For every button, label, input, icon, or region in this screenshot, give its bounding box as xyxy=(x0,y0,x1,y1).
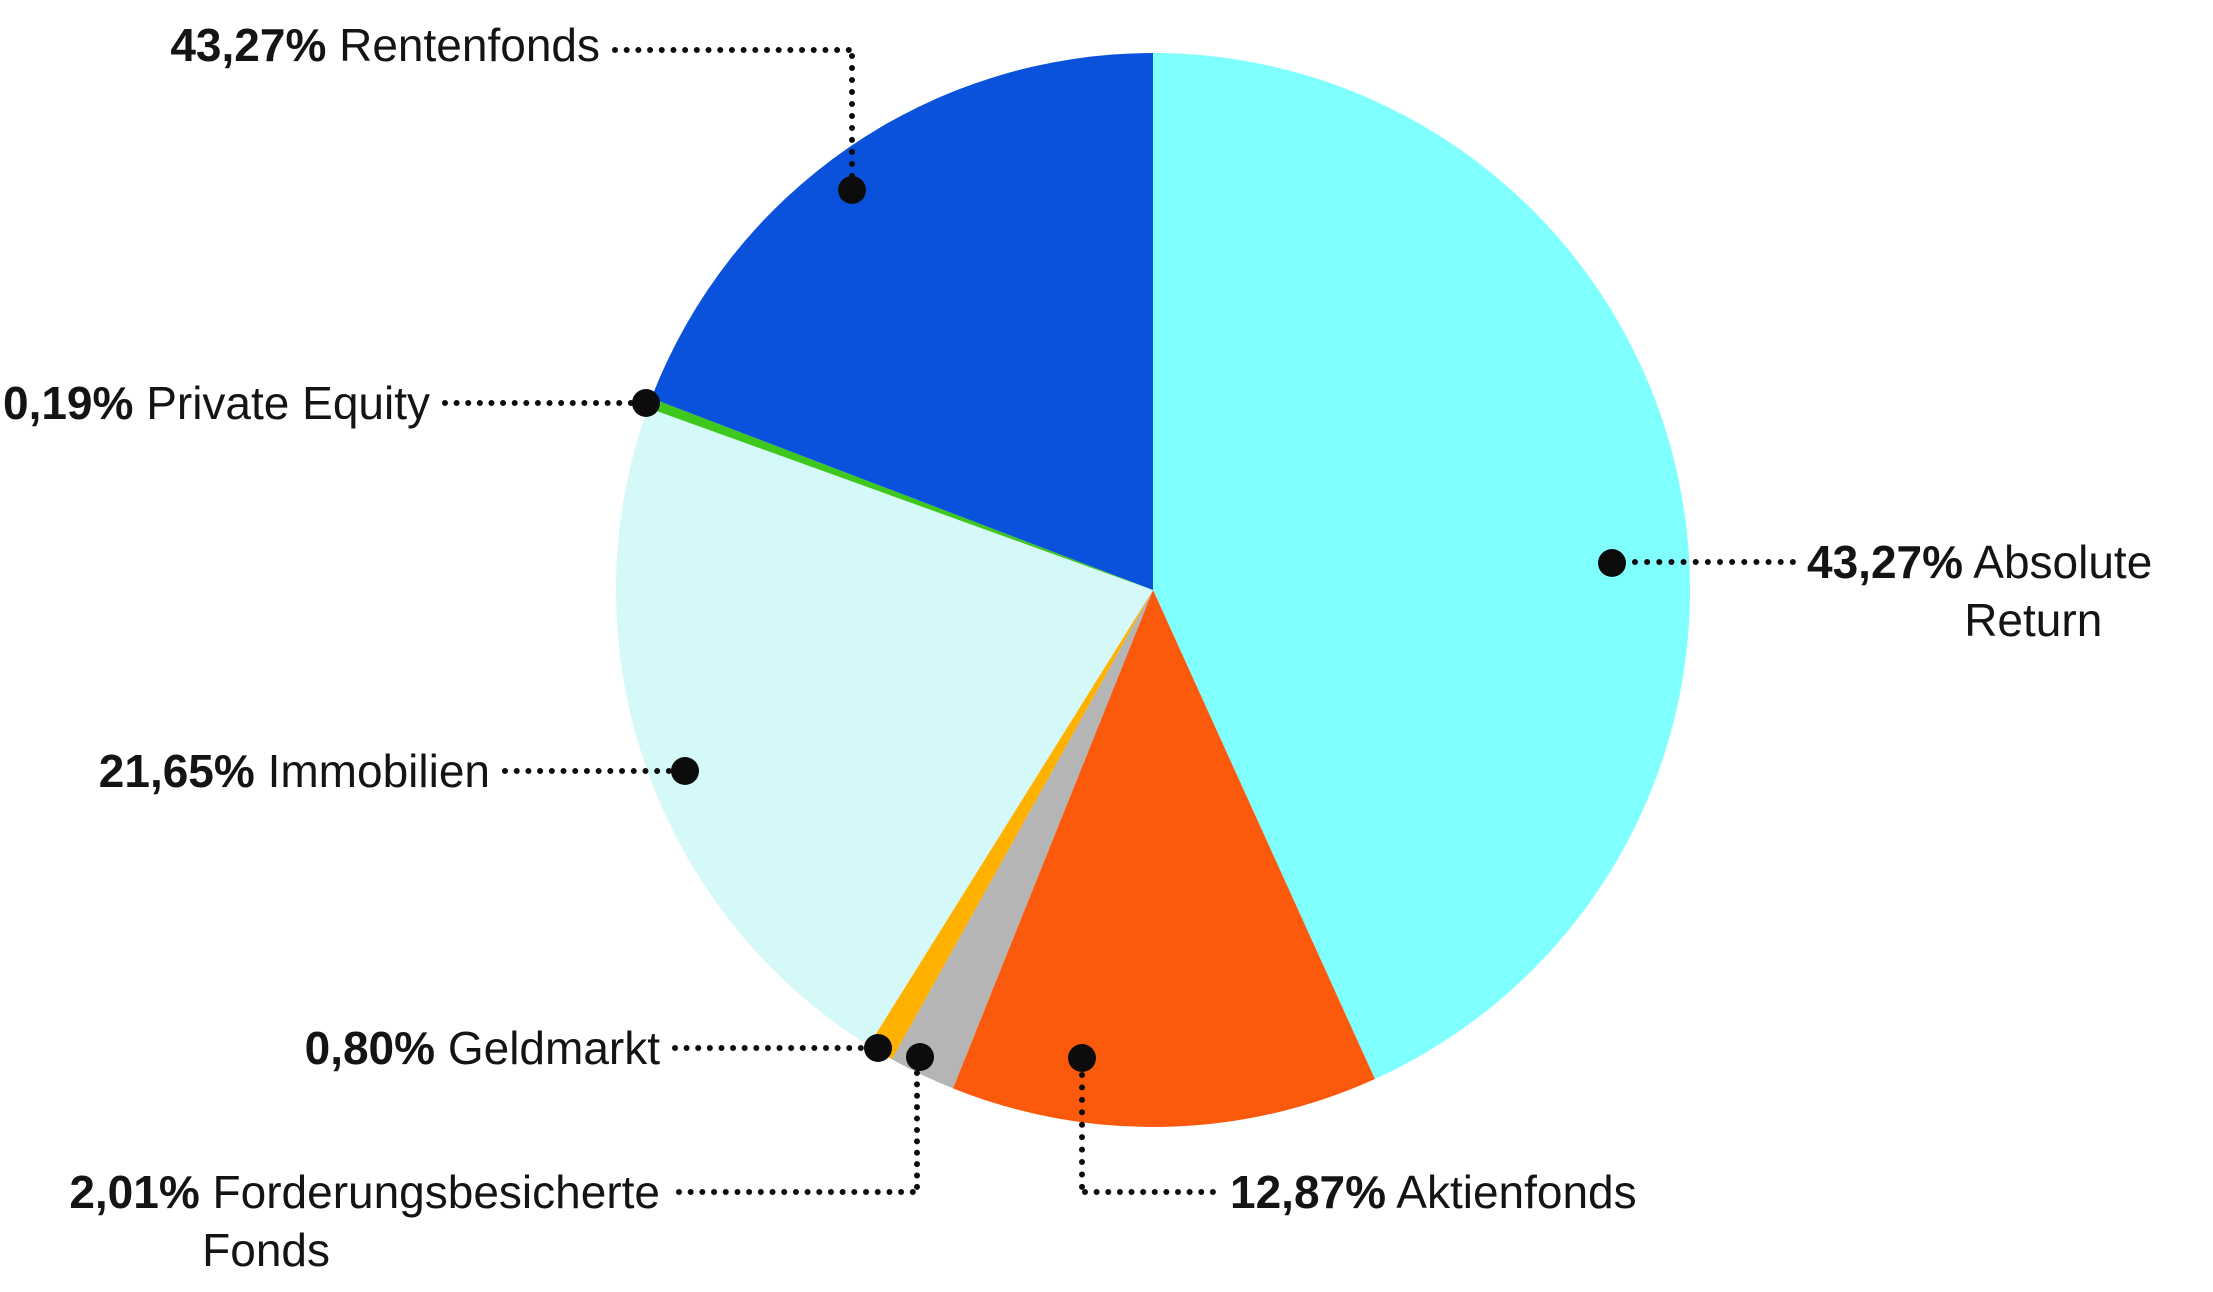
leader-geldmarkt-h xyxy=(672,1045,864,1051)
leader-forderungsbesicherte-h xyxy=(676,1189,916,1195)
label-immobilien-name: Immobilien xyxy=(267,745,490,797)
marker-dot-immobilien xyxy=(671,757,699,785)
marker-dot-geldmarkt xyxy=(864,1034,892,1062)
leader-rentenfonds-h xyxy=(612,47,852,53)
label-aktienfonds-name: Aktienfonds xyxy=(1396,1166,1637,1218)
pie-slice-immobilien xyxy=(616,407,1153,1046)
label-absolute-return: 43,27% Absolute Return xyxy=(1807,533,2152,649)
leader-forderungsbesicherte-v xyxy=(914,1070,920,1190)
label-immobilien: 21,65% Immobilien xyxy=(99,742,490,800)
marker-dot-rentenfonds xyxy=(838,176,866,204)
label-forderungsbesicherte-name: Forderungsbesicherte xyxy=(212,1166,660,1218)
label-forderungsbesicherte-line1: 2,01% Forderungsbesicherte xyxy=(69,1163,660,1221)
label-rentenfonds: 43,27% Rentenfonds xyxy=(170,16,600,74)
label-absolute-return-line2: Return xyxy=(1964,594,2103,646)
label-absolute-return-name: Absolute xyxy=(1973,536,2153,588)
leader-rentenfonds-v xyxy=(849,53,855,179)
pie-slice-private-equity xyxy=(647,398,1153,590)
label-aktienfonds-pct: 12,87% xyxy=(1230,1166,1387,1218)
label-absolute-return-line1: 43,27% Absolute xyxy=(1807,533,2152,591)
leader-aktienfonds-v xyxy=(1079,1072,1085,1190)
pie-slice-absolute-return xyxy=(1153,53,1691,1080)
pie-slice-aktienfonds xyxy=(952,590,1375,1128)
label-geldmarkt-pct: 0,80% xyxy=(304,1022,436,1074)
label-geldmarkt-name: Geldmarkt xyxy=(447,1022,660,1074)
leader-aktienfonds-h xyxy=(1082,1189,1216,1195)
pie-slice-forderungsbesicherte-fonds xyxy=(891,590,1153,1089)
label-rentenfonds-pct: 43,27% xyxy=(170,19,327,71)
marker-dot-private-equity xyxy=(632,389,660,417)
label-absolute-return-pct: 43,27% xyxy=(1807,536,1964,588)
marker-dot-aktienfonds xyxy=(1068,1044,1096,1072)
marker-dot-forderungsbesicherte xyxy=(906,1043,934,1071)
pie-slice-rentenfonds xyxy=(651,53,1153,590)
pie-slice-geldmarkt xyxy=(868,590,1153,1060)
leader-private-equity-h xyxy=(442,400,634,406)
label-rentenfonds-name: Rentenfonds xyxy=(339,19,600,71)
label-forderungsbesicherte: 2,01% Forderungsbesicherte Fonds xyxy=(69,1163,660,1279)
label-forderungsbesicherte-pct: 2,01% xyxy=(69,1166,200,1218)
leader-immobilien-h xyxy=(502,768,672,774)
marker-dot-absolute-return xyxy=(1598,549,1626,577)
label-immobilien-pct: 21,65% xyxy=(98,745,255,797)
leader-absolute-return-h xyxy=(1632,559,1796,565)
label-forderungsbesicherte-line2: Fonds xyxy=(202,1224,330,1276)
label-private-equity-name: Private Equity xyxy=(146,377,430,429)
label-aktienfonds: 12,87% Aktienfonds xyxy=(1230,1163,1637,1221)
label-geldmarkt: 0,80% Geldmarkt xyxy=(305,1019,660,1077)
label-private-equity: 0,19% Private Equity xyxy=(3,374,430,432)
label-private-equity-pct: 0,19% xyxy=(2,377,134,429)
